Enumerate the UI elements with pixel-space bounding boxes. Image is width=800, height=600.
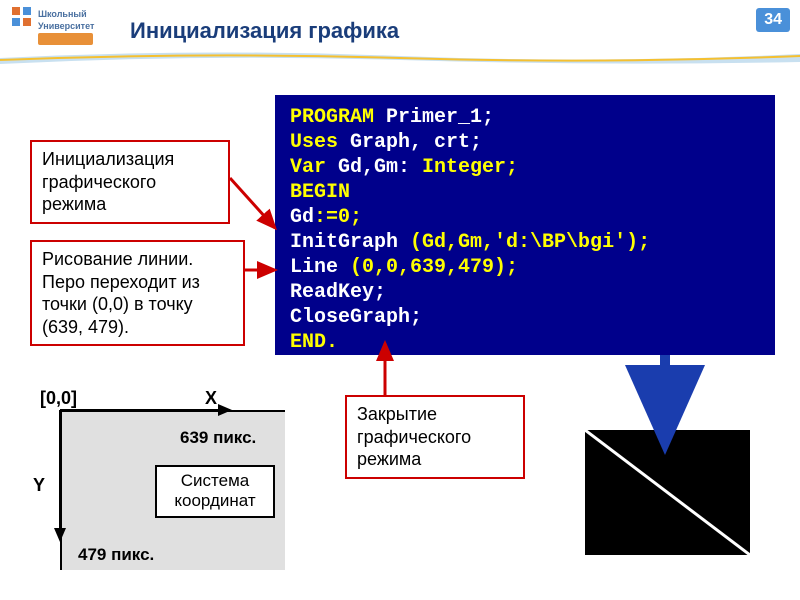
page-title: Инициализация графика [130,18,399,44]
logo: Школьный Университет [10,5,110,50]
result-output [585,430,750,555]
coord-x-axis-arrow [60,406,240,418]
coord-y-axis-arrow [56,410,68,550]
code-kw: END. [290,331,338,354]
code-kw: (0,0,639,479); [350,256,518,279]
callout-init: Инициализация графического режима [30,140,230,224]
code-kw: Integer; [422,156,518,179]
coord-sys-caption: Система координат [155,465,275,518]
code-id: Gd,Gm: [338,156,422,179]
code-id: Graph, crt; [350,131,482,154]
arrow-callout3 [370,335,400,395]
coord-height-label: 479 пикс. [78,545,154,565]
header-wave [0,48,800,66]
callout-close: Закрытие графического режима [345,395,525,479]
code-id: CloseGraph; [290,306,422,329]
code-id: Primer_1; [386,106,494,129]
code-kw: PROGRAM [290,106,386,129]
code-id: InitGraph [290,231,410,254]
code-id: Line [290,256,350,279]
logo-text-bottom: Университет [38,21,95,31]
arrow-callout2 [245,260,285,280]
code-kw: :=0; [314,206,362,229]
coord-width-label: 639 пикс. [180,428,256,448]
code-block: PROGRAM Primer_1; Uses Graph, crt; Var G… [275,95,775,355]
code-kw: BEGIN [290,181,350,204]
logo-text-top: Школьный [38,9,87,19]
coord-y-label: Y [33,475,45,496]
code-kw: Var [290,156,338,179]
callout-line: Рисование линии. Перо переходит из точки… [30,240,245,346]
code-kw: (Gd,Gm,'d:\BP\bgi'); [410,231,650,254]
page-number-badge: 34 [756,8,790,32]
arrow-to-result [645,355,685,430]
code-id: ReadKey; [290,281,386,304]
code-kw: Uses [290,131,350,154]
code-id: Gd [290,206,314,229]
arrow-callout1 [230,178,290,238]
